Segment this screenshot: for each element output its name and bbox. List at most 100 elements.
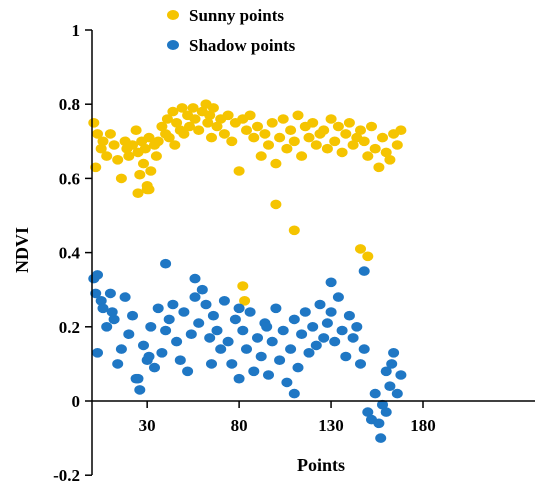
shadow-point: [274, 355, 286, 366]
sunny-point: [169, 140, 181, 150]
shadow-point: [281, 377, 293, 388]
sunny-point: [127, 140, 138, 150]
shadow-point: [377, 399, 388, 410]
shadow-point: [355, 359, 366, 369]
sunny-point: [369, 143, 381, 154]
shadow-point: [196, 284, 208, 295]
y-axis-title: NDVI: [12, 227, 32, 273]
shadow-point: [132, 373, 144, 384]
legend: Sunny points Shadow points: [167, 6, 296, 55]
shadow-point: [307, 322, 319, 332]
shadow-point: [189, 273, 201, 284]
shadow-point: [266, 336, 278, 347]
sunny-point: [325, 114, 337, 124]
sunny-point: [108, 140, 120, 150]
sunny-point: [332, 121, 344, 132]
sunny-point: [340, 129, 352, 139]
shadow-point: [299, 307, 311, 317]
sunny-point: [355, 244, 366, 254]
sunny-point: [347, 140, 359, 150]
sunny-point: [362, 251, 374, 262]
sunny-point: [274, 132, 286, 143]
shadow-point: [134, 385, 146, 395]
sunny-point: [285, 125, 297, 135]
sunny-point: [115, 173, 127, 184]
shadow-point: [138, 340, 149, 351]
shadow-point: [204, 333, 216, 343]
shadow-point: [395, 370, 407, 380]
sunny-point: [161, 114, 173, 124]
sunny-point: [358, 136, 370, 147]
sunny-point: [193, 125, 205, 135]
shadow-point: [106, 307, 118, 317]
shadow-point: [101, 322, 113, 332]
y-tick-label: 0.6: [59, 169, 80, 188]
shadow-point: [145, 322, 157, 332]
shadow-point: [92, 270, 103, 280]
shadow-point: [248, 366, 260, 377]
sunny-point: [112, 155, 124, 165]
sunny-point: [92, 129, 103, 139]
sunny-point: [88, 118, 100, 128]
shadow-point: [115, 344, 127, 354]
sunny-point: [189, 114, 201, 124]
sunny-point: [288, 225, 300, 236]
shadow-point: [143, 351, 155, 362]
sunny-point: [270, 199, 282, 210]
sunny-point: [277, 114, 289, 124]
shadow-point: [167, 299, 179, 310]
sunny-point: [101, 151, 113, 161]
sunny-point: [104, 129, 116, 139]
shadow-point: [288, 388, 300, 399]
x-tick-label: 180: [410, 416, 436, 435]
shadow-point: [127, 310, 138, 321]
sunny-point: [150, 151, 162, 161]
shadow-point: [207, 310, 219, 321]
sunny-point: [310, 140, 322, 150]
sunny-point: [270, 158, 282, 169]
shadow-point: [156, 348, 168, 358]
legend-marker-sunny: [167, 10, 179, 20]
shadow-point: [303, 348, 315, 358]
shadow-point: [277, 325, 289, 336]
sunny-point: [187, 103, 199, 113]
shadow-point: [149, 362, 160, 373]
sunny-point: [244, 110, 256, 121]
sunny-point: [134, 169, 146, 180]
sunny-point: [373, 162, 385, 173]
sunny-point: [211, 121, 223, 132]
sunny-point: [288, 136, 300, 147]
shadow-point: [318, 333, 330, 343]
sunny-point: [321, 143, 333, 154]
shadow-point: [347, 333, 359, 343]
sunny-point: [167, 106, 179, 117]
sunny-point: [233, 166, 245, 176]
shadow-point: [362, 407, 374, 417]
shadow-point: [263, 370, 274, 380]
shadow-point: [108, 314, 120, 325]
sunny-point: [237, 281, 249, 291]
x-tick-label: 130: [318, 416, 344, 435]
shadow-point: [97, 303, 109, 314]
sunny-point: [90, 162, 102, 173]
shadow-point: [270, 303, 282, 314]
shadow-point: [178, 307, 190, 317]
shadow-point: [358, 266, 370, 276]
legend-label-sunny: Sunny points: [189, 6, 284, 25]
shadow-point: [233, 373, 245, 384]
sunny-point: [138, 158, 149, 169]
points-layer: [88, 99, 407, 443]
x-tick-label: 30: [139, 416, 156, 435]
shadow-point: [171, 336, 183, 347]
sunny-point: [143, 132, 155, 143]
shadow-point: [218, 296, 230, 306]
shadow-point: [160, 325, 172, 336]
shadow-point: [255, 351, 267, 362]
shadow-point: [285, 344, 297, 354]
sunny-point: [206, 132, 217, 143]
sunny-point: [202, 118, 214, 128]
sunny-point: [266, 118, 278, 128]
shadow-point: [336, 325, 348, 336]
legend-label-shadow: Shadow points: [189, 36, 296, 55]
